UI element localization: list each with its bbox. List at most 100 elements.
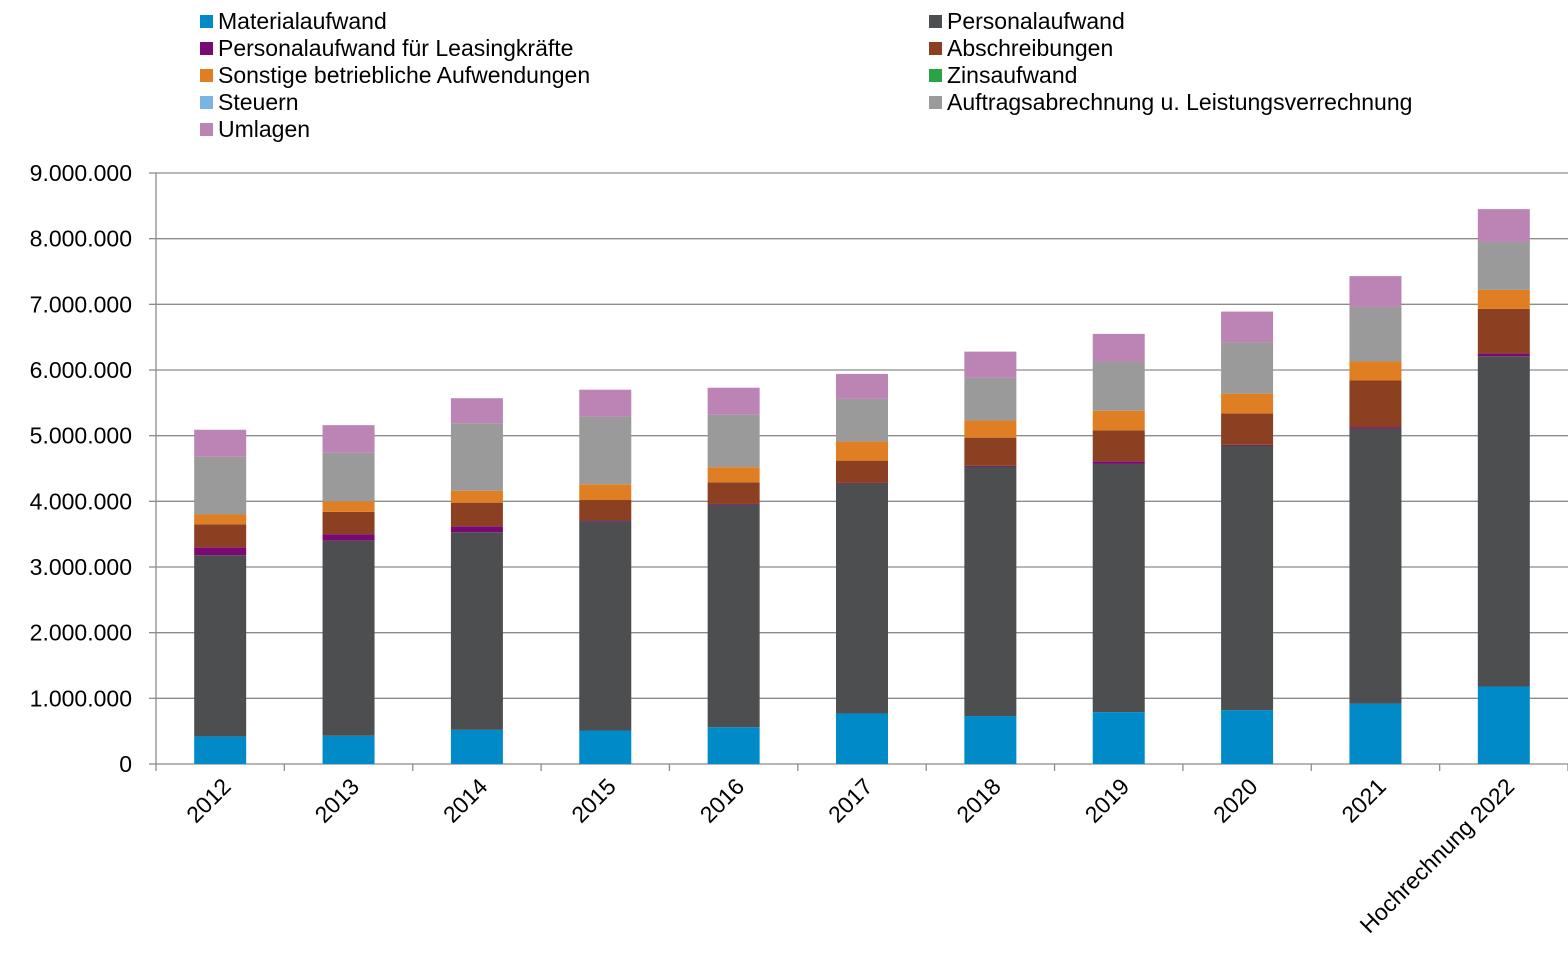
bar-segment xyxy=(1349,306,1402,362)
legend-label: Auftragsabrechnung u. Leistungsverrechnu… xyxy=(947,89,1413,115)
bar-segment xyxy=(1477,686,1530,764)
bar-segment xyxy=(964,351,1017,378)
bar-segment xyxy=(450,490,503,503)
legend-swatch xyxy=(200,122,213,136)
x-tick-label: 2013 xyxy=(310,773,365,828)
bar-segment xyxy=(964,466,1017,717)
bar-segment xyxy=(322,501,375,512)
bar-segment xyxy=(1477,308,1530,354)
bar-segment xyxy=(450,502,503,527)
y-tick-label: 9.000.000 xyxy=(30,160,132,186)
bar-segment xyxy=(194,547,247,556)
bar-segment xyxy=(964,377,1017,421)
bar-segment xyxy=(194,524,247,548)
y-tick-label: 5.000.000 xyxy=(30,423,132,449)
bar-segment xyxy=(1349,428,1402,704)
bar-segment xyxy=(322,511,375,535)
x-tick-label: 2015 xyxy=(566,773,621,828)
legend-item: Umlagen xyxy=(200,116,310,142)
bar-segment xyxy=(579,484,632,501)
y-tick-label: 7.000.000 xyxy=(30,291,132,317)
bar-segment xyxy=(194,514,247,525)
bar-segment xyxy=(450,532,503,730)
legend-swatch xyxy=(200,68,213,82)
bar-segment xyxy=(322,452,375,502)
y-tick-label: 6.000.000 xyxy=(30,357,132,383)
bar-segment xyxy=(836,398,888,442)
bar-segment xyxy=(836,460,888,483)
bar-segment xyxy=(1477,353,1530,357)
bar-segment xyxy=(1221,393,1274,414)
x-tick-label: 2017 xyxy=(823,773,878,828)
legend-swatch xyxy=(200,41,213,55)
bar-segment xyxy=(1349,427,1402,429)
bar-segment xyxy=(836,373,888,399)
bar-segment xyxy=(194,429,247,457)
bar-segment xyxy=(707,414,760,468)
bar-segment xyxy=(707,387,760,415)
legend-label: Steuern xyxy=(218,89,299,115)
bar-segment xyxy=(707,504,760,728)
legend-item: Abschreibungen xyxy=(929,35,1113,61)
bar-segment xyxy=(579,416,632,485)
x-tick-label: 2019 xyxy=(1080,773,1135,828)
bar-segment xyxy=(1092,712,1145,764)
bar-segment xyxy=(322,735,375,764)
bar-segment xyxy=(707,727,760,764)
y-tick-label: 3.000.000 xyxy=(30,554,132,580)
legend-swatch xyxy=(200,95,213,109)
bar-segment xyxy=(194,736,247,764)
bar-segment xyxy=(1092,461,1145,464)
bar-segment xyxy=(579,520,632,522)
legend-swatch xyxy=(929,14,942,28)
bar-segment xyxy=(450,423,503,491)
legend-item: Materialaufwand xyxy=(200,8,387,34)
legend-item: Steuern xyxy=(200,89,299,115)
y-tick-label: 8.000.000 xyxy=(30,226,132,252)
legend-label: Sonstige betriebliche Aufwendungen xyxy=(218,62,591,88)
bar-segment xyxy=(964,465,1017,467)
legend-item: Sonstige betriebliche Aufwendungen xyxy=(200,62,590,88)
bar-segment xyxy=(1092,361,1145,411)
legend-swatch xyxy=(200,14,213,28)
bar-segment xyxy=(1477,209,1530,242)
bar-segment xyxy=(1349,276,1402,307)
bar-segment xyxy=(450,729,503,764)
legend-item: Auftragsabrechnung u. Leistungsverrechnu… xyxy=(929,89,1412,115)
bar-segment xyxy=(1221,710,1274,764)
bar-segment xyxy=(1349,380,1402,428)
bar-segment xyxy=(579,730,632,764)
legend-label: Personalaufwand xyxy=(947,8,1125,34)
bar-segment xyxy=(964,437,1017,466)
bar-segment xyxy=(1221,342,1274,394)
bar-segment xyxy=(1349,361,1402,381)
bar-segment xyxy=(322,425,375,453)
legend-swatch xyxy=(929,41,942,55)
x-tick-label: 2018 xyxy=(951,773,1006,828)
bar-segment xyxy=(1477,356,1530,687)
bar-segment xyxy=(1092,463,1145,713)
bar-segment xyxy=(836,441,888,461)
bar-segment xyxy=(1221,444,1274,446)
legend-label: Materialaufwand xyxy=(218,8,387,34)
bar-segment xyxy=(964,420,1017,438)
x-tick-label: 2020 xyxy=(1208,773,1263,828)
x-tick-label: 2014 xyxy=(438,773,493,828)
bar-segment xyxy=(1092,410,1145,431)
legend-label: Umlagen xyxy=(218,116,311,142)
bar-segment xyxy=(1221,311,1274,343)
legend-swatch xyxy=(929,68,942,82)
bar-segment xyxy=(579,500,632,521)
y-tick-label: 2.000.000 xyxy=(30,620,132,646)
bar-segment xyxy=(1221,413,1274,445)
bar-segment xyxy=(1349,703,1402,764)
legend-item: Personalaufwand für Leasingkräfte xyxy=(200,35,573,61)
legend-label: Personalaufwand für Leasingkräfte xyxy=(218,35,574,61)
legend-label: Zinsaufwand xyxy=(947,62,1078,88)
bar-segment xyxy=(1092,430,1145,462)
bar-segment xyxy=(836,713,888,764)
legend-swatch xyxy=(929,95,942,109)
y-tick-label: 1.000.000 xyxy=(30,685,132,711)
